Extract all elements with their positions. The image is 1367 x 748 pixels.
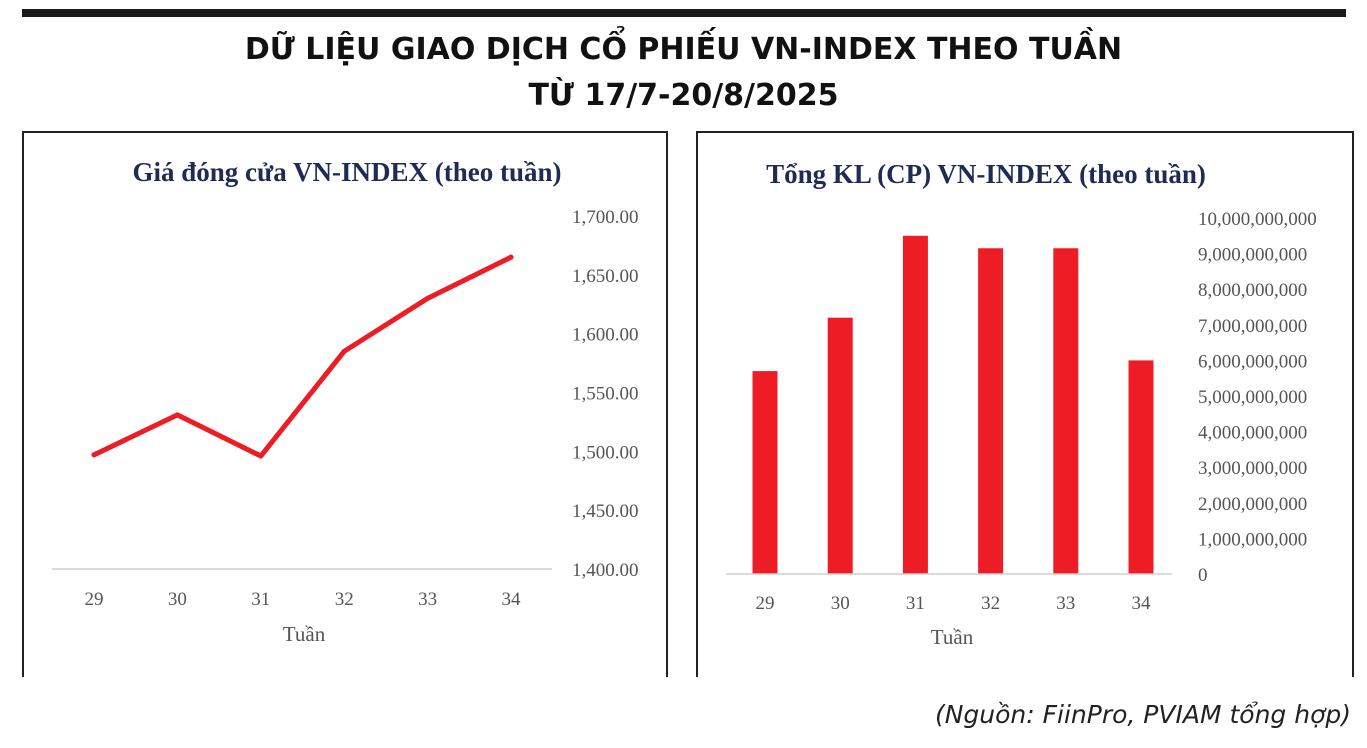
volume-bar xyxy=(978,248,1004,574)
x-tick-label: 32 xyxy=(981,593,1000,614)
x-tick-label: 34 xyxy=(502,589,522,610)
volume-bar xyxy=(1128,360,1154,574)
data-point xyxy=(174,412,180,418)
data-point xyxy=(341,348,347,354)
y-tick-label: 0 xyxy=(1198,565,1208,586)
y-tick-label: 6,000,000,000 xyxy=(1198,351,1307,372)
x-tick-label: 33 xyxy=(418,589,437,610)
y-tick-label: 10,000,000,000 xyxy=(1198,209,1317,230)
y-tick-label: 1,000,000,000 xyxy=(1198,529,1307,550)
y-tick-label: 8,000,000,000 xyxy=(1198,280,1307,301)
y-tick-label: 1,400.00 xyxy=(572,560,639,581)
y-tick-label: 1,500.00 xyxy=(572,442,639,463)
price-series-line xyxy=(91,254,514,459)
chart-title: Giá đóng cửa VN-INDEX (theo tuần) xyxy=(133,157,562,187)
volume-bar xyxy=(902,235,928,575)
x-tick-label: 31 xyxy=(906,593,925,614)
data-point xyxy=(91,452,97,458)
price-line-chart: Giá đóng cửa VN-INDEX (theo tuần) 1,700.0… xyxy=(52,157,639,646)
chart-title: Tổng KL (CP) VN-INDEX (theo tuần) xyxy=(766,159,1206,189)
y-tick-label: 1,450.00 xyxy=(572,501,639,522)
y-tick-label: 9,000,000,000 xyxy=(1198,245,1307,266)
volume-bar xyxy=(827,317,853,574)
y-tick-label: 1,600.00 xyxy=(572,325,639,346)
y-tick-label: 1,650.00 xyxy=(572,266,639,287)
y-tick-label: 2,000,000,000 xyxy=(1198,494,1307,515)
price-chart-panel: Giá đóng cửa VN-INDEX (theo tuần) 1,700.0… xyxy=(22,131,668,677)
volume-bar xyxy=(1053,248,1079,574)
x-tick-label: 32 xyxy=(335,589,354,610)
x-tick-label: 29 xyxy=(85,589,104,610)
x-tick-label: 29 xyxy=(756,593,775,614)
data-point xyxy=(258,453,264,459)
y-tick-label: 1,700.00 xyxy=(572,207,639,228)
volume-chart-panel: Tổng KL (CP) VN-INDEX (theo tuần) 10,000,… xyxy=(696,131,1354,677)
y-tick-label: 5,000,000,000 xyxy=(1198,387,1307,408)
page-title: DỮ LIỆU GIAO DỊCH CỔ PHIẾU VN-INDEX THEO… xyxy=(244,32,1123,67)
y-tick-label: 4,000,000,000 xyxy=(1198,423,1307,444)
volume-bar-chart: Tổng KL (CP) VN-INDEX (theo tuần) 10,000,… xyxy=(726,159,1317,649)
x-axis-title: Tuần xyxy=(931,625,974,649)
x-tick-label: 30 xyxy=(831,593,850,614)
y-tick-label: 7,000,000,000 xyxy=(1198,316,1307,337)
volume-bar xyxy=(752,371,778,574)
page-subtitle: TỪ 17/7-20/8/2025 xyxy=(528,78,839,113)
source-note: (Nguồn: FiinPro, PVIAM tổng hợp) xyxy=(934,700,1351,729)
data-point xyxy=(425,295,431,301)
y-tick-label: 3,000,000,000 xyxy=(1198,458,1307,479)
x-axis-title: Tuần xyxy=(283,622,326,646)
x-tick-label: 34 xyxy=(1132,593,1152,614)
data-point xyxy=(508,254,514,260)
x-tick-label: 31 xyxy=(251,589,270,610)
x-tick-label: 30 xyxy=(168,589,187,610)
top-rule xyxy=(22,9,1346,17)
x-tick-label: 33 xyxy=(1056,593,1075,614)
y-tick-label: 1,550.00 xyxy=(572,384,639,405)
